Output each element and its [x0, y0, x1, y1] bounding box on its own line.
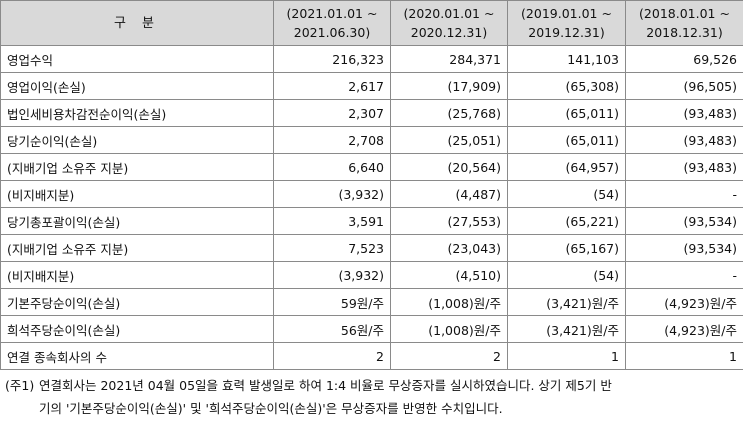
cell-value: (65,221): [507, 207, 626, 235]
period-start: (2019.01.01 ~: [521, 6, 612, 21]
table-row: (지배기업 소유주 지분) 7,523 (23,043) (65,167) (9…: [0, 234, 743, 262]
cell-value: -: [625, 261, 743, 289]
cell-value: (93,483): [625, 126, 743, 154]
cell-value: 1: [507, 342, 626, 370]
row-label: (비지배지분): [0, 261, 274, 289]
cell-value: (54): [507, 180, 626, 208]
cell-value: -: [625, 180, 743, 208]
cell-value: (65,011): [507, 99, 626, 127]
footnote-line-2: 기의 '기본주당순이익(손실)' 및 '희석주당순이익(손실)'은 무상증자를 …: [39, 401, 503, 416]
cell-value: (4,487): [390, 180, 508, 208]
cell-value: 2: [273, 342, 391, 370]
header-label: 구 분: [0, 0, 274, 46]
table-row: 기본주당순이익(손실) 59원/주 (1,008)원/주 (3,421)원/주 …: [0, 288, 743, 316]
table-row: 연결 종속회사의 수 2 2 1 1: [0, 342, 743, 370]
header-period-2018: (2018.01.01 ~ 2018.12.31): [625, 0, 743, 46]
table-row: 영업수익 216,323 284,371 141,103 69,526: [0, 45, 743, 73]
cell-value: (65,308): [507, 72, 626, 100]
cell-value: 2,708: [273, 126, 391, 154]
table-row: (지배기업 소유주 지분) 6,640 (20,564) (64,957) (9…: [0, 153, 743, 181]
row-label: 영업수익: [0, 45, 274, 73]
cell-value: 59원/주: [273, 288, 391, 316]
cell-value: 1: [625, 342, 743, 370]
cell-value: 141,103: [507, 45, 626, 73]
row-label: 법인세비용차감전순이익(손실): [0, 99, 274, 127]
header-period-2019: (2019.01.01 ~ 2019.12.31): [507, 0, 626, 46]
row-label: (지배기업 소유주 지분): [0, 234, 274, 262]
cell-value: (93,534): [625, 234, 743, 262]
cell-value: (3,421)원/주: [507, 315, 626, 343]
cell-value: (93,534): [625, 207, 743, 235]
row-label: 기본주당순이익(손실): [0, 288, 274, 316]
table-row: 법인세비용차감전순이익(손실) 2,307 (25,768) (65,011) …: [0, 99, 743, 127]
row-label: (지배기업 소유주 지분): [0, 153, 274, 181]
footnote-text: 연결회사는 2021년 04월 05일을 효력 발생일로 하여 1:4 비율로 …: [39, 378, 612, 393]
cell-value: (25,051): [390, 126, 508, 154]
cell-value: (3,932): [273, 261, 391, 289]
cell-value: (4,923)원/주: [625, 288, 743, 316]
cell-value: (20,564): [390, 153, 508, 181]
footnote-line-1: (주1) 연결회사는 2021년 04월 05일을 효력 발생일로 하여 1:4 …: [5, 374, 741, 397]
header-period-2020: (2020.01.01 ~ 2020.12.31): [390, 0, 508, 46]
period-end: 2019.12.31): [528, 25, 605, 40]
table-row: 당기순이익(손실) 2,708 (25,051) (65,011) (93,48…: [0, 126, 743, 154]
footnote-marker: (주1): [5, 378, 35, 393]
footnote: (주1) 연결회사는 2021년 04월 05일을 효력 발생일로 하여 1:4 …: [5, 374, 741, 420]
header-period-2021h1: (2021.01.01 ~ 2021.06.30): [273, 0, 391, 46]
row-label: 연결 종속회사의 수: [0, 342, 274, 370]
cell-value: 2,617: [273, 72, 391, 100]
cell-value: (54): [507, 261, 626, 289]
cell-value: (27,553): [390, 207, 508, 235]
cell-value: 3,591: [273, 207, 391, 235]
cell-value: (93,483): [625, 153, 743, 181]
cell-value: (1,008)원/주: [390, 315, 508, 343]
cell-value: 56원/주: [273, 315, 391, 343]
table-row: (비지배지분) (3,932) (4,487) (54) -: [0, 180, 743, 208]
period-end: 2018.12.31): [646, 25, 723, 40]
period-end: 2020.12.31): [410, 25, 488, 40]
cell-value: (65,167): [507, 234, 626, 262]
cell-value: (4,510): [390, 261, 508, 289]
table-row: (비지배지분) (3,932) (4,510) (54) -: [0, 261, 743, 289]
cell-value: (65,011): [507, 126, 626, 154]
row-label: 당기순이익(손실): [0, 126, 274, 154]
cell-value: 6,640: [273, 153, 391, 181]
cell-value: (96,505): [625, 72, 743, 100]
cell-value: (93,483): [625, 99, 743, 127]
table-row: 영업이익(손실) 2,617 (17,909) (65,308) (96,505…: [0, 72, 743, 100]
table-header-row: 구 분 (2021.01.01 ~ 2021.06.30) (2020.01.01…: [0, 0, 743, 46]
period-start: (2018.01.01 ~: [639, 6, 730, 21]
cell-value: 2,307: [273, 99, 391, 127]
table-row: 희석주당순이익(손실) 56원/주 (1,008)원/주 (3,421)원/주 …: [0, 315, 743, 343]
row-label: 희석주당순이익(손실): [0, 315, 274, 343]
row-label: (비지배지분): [0, 180, 274, 208]
row-label: 당기총포괄이익(손실): [0, 207, 274, 235]
table-row: 당기총포괄이익(손실) 3,591 (27,553) (65,221) (93,…: [0, 207, 743, 235]
cell-value: (25,768): [390, 99, 508, 127]
cell-value: (1,008)원/주: [390, 288, 508, 316]
cell-value: 216,323: [273, 45, 391, 73]
financial-summary-table: 구 분 (2021.01.01 ~ 2021.06.30) (2020.01.01…: [0, 0, 743, 370]
cell-value: 284,371: [390, 45, 508, 73]
period-start: (2021.01.01 ~: [286, 6, 378, 21]
table-body: 영업수익 216,323 284,371 141,103 69,526 영업이익…: [0, 45, 743, 370]
cell-value: 7,523: [273, 234, 391, 262]
cell-value: (17,909): [390, 72, 508, 100]
row-label: 영업이익(손실): [0, 72, 274, 100]
cell-value: 2: [390, 342, 508, 370]
period-start: (2020.01.01 ~: [403, 6, 495, 21]
cell-value: (3,932): [273, 180, 391, 208]
cell-value: 69,526: [625, 45, 743, 73]
cell-value: (4,923)원/주: [625, 315, 743, 343]
cell-value: (23,043): [390, 234, 508, 262]
period-end: 2021.06.30): [293, 25, 371, 40]
cell-value: (3,421)원/주: [507, 288, 626, 316]
cell-value: (64,957): [507, 153, 626, 181]
